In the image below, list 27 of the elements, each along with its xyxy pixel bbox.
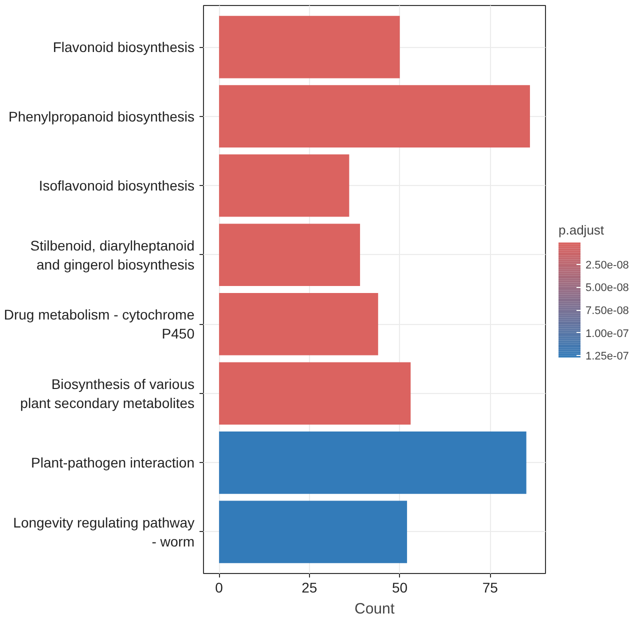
y-tick-label: Drug metabolism - cytochrome P450 (4, 306, 195, 342)
bar (219, 432, 526, 494)
color-bar-label: 1.00e-07 (586, 328, 629, 340)
x-tick-label: 50 (392, 580, 408, 596)
y-tick-label: Phenylpropanoid biosynthesis (8, 108, 195, 124)
y-tick-label: Flavonoid biosynthesis (52, 39, 195, 56)
bar (219, 154, 350, 217)
bar (219, 85, 530, 148)
x-tick-label: 25 (302, 580, 318, 596)
y-tick-label: Isoflavonoid biosynthesis (38, 178, 195, 194)
x-axis-title: Count (354, 600, 396, 618)
color-bar-label: 2.50e-08 (586, 259, 629, 272)
bar (219, 362, 411, 425)
bar (219, 500, 408, 564)
y-tick-label: Stilbenoid, diarylheptanoid and gingerol biosynthesis (30, 237, 195, 272)
x-tick-label: 75 (482, 580, 498, 596)
color-bar-title: p.adjust (558, 222, 604, 238)
bar (219, 16, 400, 78)
x-tick-label: 0 (215, 580, 224, 596)
bar (219, 292, 378, 356)
y-tick-label: Longevity regulating pathway - worm (13, 514, 195, 550)
color-bar-label: 1.25e-07 (586, 350, 629, 363)
bar (219, 224, 360, 286)
color-bar-label: 5.00e-08 (586, 282, 629, 294)
y-tick-label: Plant-pathogen interaction (31, 454, 195, 471)
y-tick-label: Biosynthesis of various plant secondary metabolites (20, 376, 195, 411)
color-bar-label: 7.50e-08 (586, 305, 629, 318)
